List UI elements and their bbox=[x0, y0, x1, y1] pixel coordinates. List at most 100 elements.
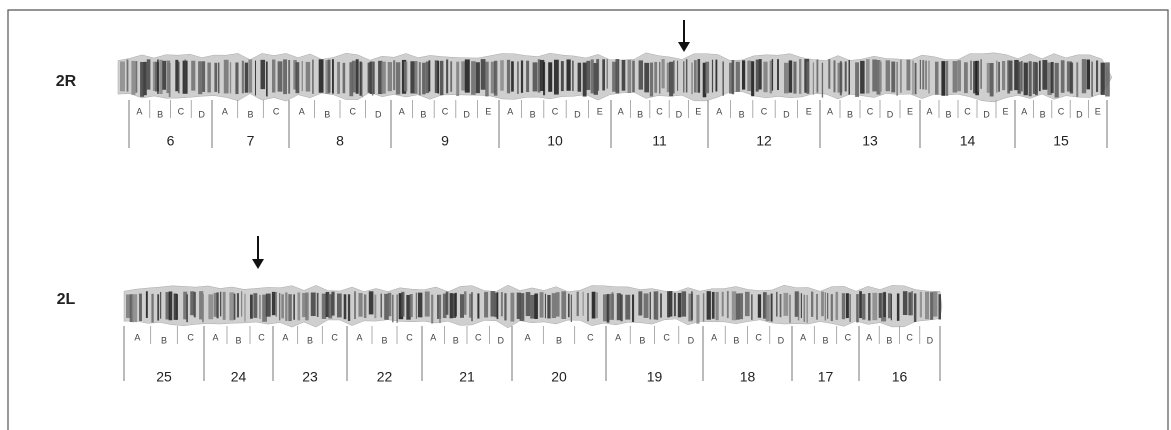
band bbox=[140, 62, 144, 97]
section-number: 8 bbox=[336, 133, 344, 149]
band bbox=[464, 291, 467, 314]
section-number: 19 bbox=[647, 369, 663, 385]
subdivision-letter: C bbox=[587, 332, 594, 342]
band bbox=[888, 293, 891, 318]
subdivision-letter: C bbox=[552, 106, 559, 116]
band bbox=[811, 292, 813, 317]
band bbox=[660, 293, 662, 317]
band bbox=[120, 62, 125, 92]
band bbox=[547, 295, 550, 319]
band bbox=[568, 294, 570, 318]
band bbox=[941, 61, 945, 96]
band bbox=[416, 293, 417, 319]
band bbox=[571, 295, 572, 322]
band bbox=[237, 293, 239, 317]
subdivision-letter: A bbox=[525, 332, 531, 342]
band bbox=[577, 292, 579, 316]
subdivision-letter: D bbox=[688, 335, 695, 345]
band bbox=[822, 63, 823, 98]
band bbox=[190, 291, 194, 315]
band bbox=[217, 292, 219, 318]
band bbox=[397, 295, 398, 323]
band bbox=[872, 59, 876, 91]
subdivision-letter: B bbox=[157, 109, 163, 119]
section-number: 9 bbox=[441, 133, 449, 149]
band bbox=[414, 61, 417, 94]
band bbox=[817, 59, 819, 92]
band bbox=[939, 294, 942, 319]
band bbox=[175, 60, 178, 91]
subdivision-letter: A bbox=[399, 106, 405, 116]
band bbox=[272, 292, 276, 315]
band bbox=[305, 293, 309, 321]
band bbox=[440, 61, 444, 95]
band bbox=[369, 291, 374, 314]
band bbox=[360, 62, 362, 96]
band bbox=[756, 60, 759, 92]
band bbox=[587, 293, 589, 321]
band bbox=[981, 59, 982, 89]
band bbox=[174, 294, 177, 320]
band bbox=[234, 294, 236, 320]
band bbox=[362, 62, 363, 97]
band bbox=[202, 294, 204, 322]
subdivision-letter: E bbox=[597, 106, 603, 116]
subdivision-letter: C bbox=[867, 106, 874, 116]
band bbox=[388, 62, 392, 91]
subdivision-letter: B bbox=[420, 109, 426, 119]
band bbox=[283, 59, 287, 94]
section-number: 7 bbox=[247, 133, 255, 149]
band bbox=[907, 59, 911, 90]
section-number: 20 bbox=[551, 369, 567, 385]
band bbox=[364, 294, 367, 318]
band bbox=[716, 60, 718, 92]
band bbox=[159, 60, 162, 94]
chromosome bbox=[124, 285, 942, 328]
band bbox=[678, 293, 682, 317]
subdivision-letter: E bbox=[1002, 106, 1008, 116]
band bbox=[298, 292, 301, 320]
subdivision-letter: D bbox=[676, 109, 683, 119]
band bbox=[677, 61, 678, 91]
band bbox=[337, 62, 340, 94]
band bbox=[419, 62, 421, 95]
band bbox=[763, 62, 767, 93]
band bbox=[455, 293, 457, 317]
band bbox=[617, 293, 621, 320]
band bbox=[410, 294, 413, 317]
band bbox=[712, 292, 715, 319]
band bbox=[191, 61, 195, 91]
band bbox=[151, 294, 153, 323]
band bbox=[220, 292, 221, 317]
band bbox=[607, 59, 609, 89]
band bbox=[827, 293, 828, 319]
band bbox=[312, 60, 314, 94]
figure: 2R6ABCD7ABC8ABCD9ABCDE10ABCDE11ABCDE12AB… bbox=[0, 0, 1171, 430]
band bbox=[784, 293, 789, 316]
band bbox=[1024, 63, 1028, 96]
subdivision-letter: B bbox=[324, 109, 330, 119]
subdivision-letter: A bbox=[1021, 106, 1027, 116]
band bbox=[368, 63, 370, 93]
band bbox=[777, 59, 779, 90]
band bbox=[332, 59, 334, 93]
band bbox=[596, 292, 598, 318]
section-number: 15 bbox=[1053, 133, 1069, 149]
subdivision-letter: B bbox=[453, 335, 459, 345]
band bbox=[359, 293, 363, 317]
band bbox=[511, 61, 514, 91]
band bbox=[446, 59, 448, 93]
band bbox=[866, 59, 870, 93]
band bbox=[662, 59, 665, 88]
band bbox=[194, 292, 196, 318]
band bbox=[751, 294, 753, 320]
band bbox=[296, 62, 300, 93]
band bbox=[868, 293, 870, 321]
band bbox=[169, 291, 173, 320]
band bbox=[891, 294, 892, 321]
band bbox=[471, 292, 472, 321]
band bbox=[836, 292, 839, 320]
band bbox=[534, 293, 538, 319]
band bbox=[374, 295, 376, 319]
section-number: 10 bbox=[547, 133, 563, 149]
